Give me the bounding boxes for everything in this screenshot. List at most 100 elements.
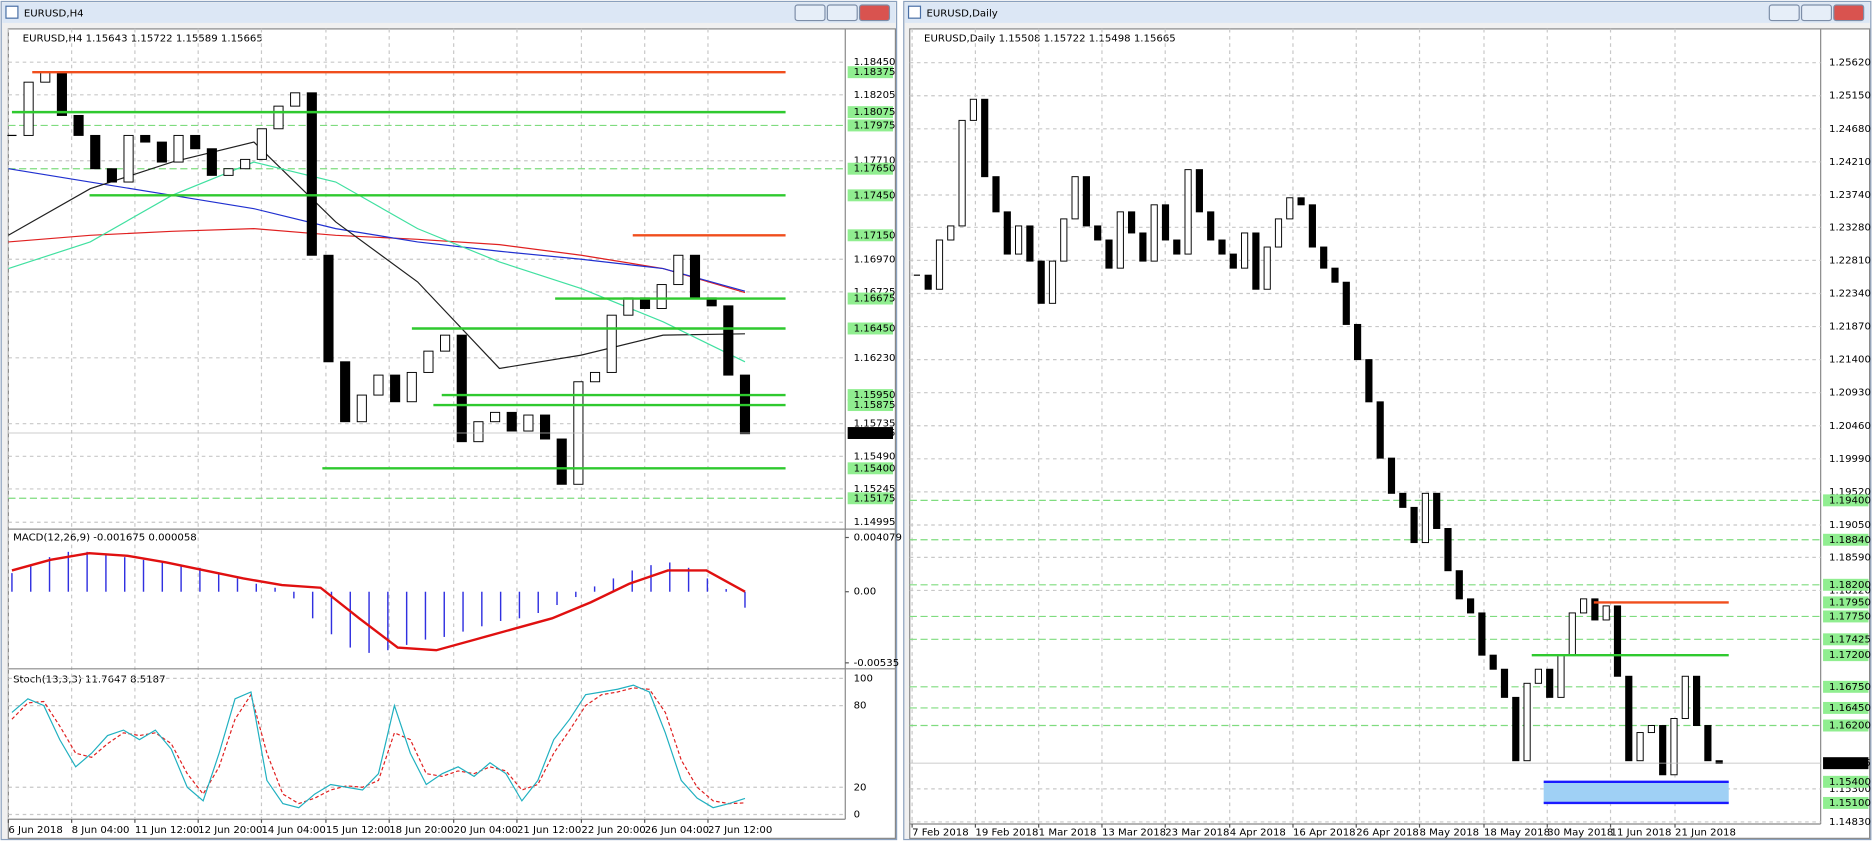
price-tick-label: 1.24680 bbox=[1829, 124, 1871, 135]
date-label: 19 Feb 2018 bbox=[975, 827, 1038, 838]
price-tick-label: 1.14995 bbox=[854, 517, 896, 528]
date-label: 21 Jun 2018 bbox=[1675, 827, 1736, 838]
candle bbox=[1116, 211, 1124, 269]
price-mark-label: 1.16750 bbox=[1829, 682, 1871, 693]
chart-area bbox=[7, 28, 897, 839]
candle bbox=[589, 371, 601, 383]
level-tag bbox=[847, 106, 894, 119]
candle bbox=[190, 134, 201, 150]
price-tick-label: 1.20930 bbox=[1829, 388, 1871, 399]
candle bbox=[1128, 211, 1136, 234]
price-tick-label: 1.18590 bbox=[1829, 552, 1871, 563]
candle bbox=[1478, 612, 1486, 656]
level-tag bbox=[847, 389, 894, 402]
maximize-button[interactable] bbox=[1800, 4, 1833, 22]
chart-area bbox=[909, 28, 1871, 839]
candle bbox=[924, 274, 932, 290]
candle bbox=[56, 71, 67, 116]
price-mark-label: 1.16200 bbox=[1829, 721, 1871, 732]
current-price-label: 1.15665 bbox=[854, 428, 896, 439]
price-mark-tag bbox=[1823, 633, 1869, 646]
candle bbox=[90, 134, 101, 170]
candle bbox=[506, 411, 517, 432]
close-button[interactable] bbox=[1833, 4, 1865, 22]
candle bbox=[423, 350, 434, 373]
macd-tick-label: 0.00 bbox=[854, 587, 877, 598]
price-tick-label: 1.23280 bbox=[1829, 222, 1871, 233]
date-label: 4 Apr 2018 bbox=[1230, 827, 1286, 838]
candle bbox=[1241, 232, 1249, 269]
level-label: 1.17450 bbox=[854, 190, 896, 201]
candle bbox=[1161, 204, 1170, 241]
candle bbox=[490, 411, 501, 423]
title-bar bbox=[904, 2, 1870, 23]
level-tag bbox=[1823, 775, 1869, 788]
date-label: 21 Jun 12:00 bbox=[517, 825, 581, 836]
candle bbox=[1376, 401, 1384, 459]
close-button[interactable] bbox=[858, 4, 891, 22]
candle bbox=[440, 334, 451, 352]
candle bbox=[1218, 239, 1226, 255]
title-bar bbox=[2, 2, 896, 23]
price-tick-label: 1.25150 bbox=[1829, 91, 1871, 102]
date-label: 30 May 2018 bbox=[1547, 827, 1613, 838]
candle bbox=[1105, 239, 1113, 269]
date-label: 15 Jun 12:00 bbox=[326, 825, 390, 836]
candle bbox=[958, 119, 966, 227]
candle bbox=[1568, 612, 1576, 656]
candle bbox=[1342, 281, 1350, 325]
candle bbox=[1082, 176, 1090, 227]
level-tag bbox=[847, 462, 894, 475]
candle bbox=[935, 239, 944, 290]
candle bbox=[323, 254, 334, 363]
level-tag bbox=[847, 229, 894, 242]
maximize-button[interactable] bbox=[826, 4, 858, 22]
price-tick-label: 1.19520 bbox=[1829, 487, 1871, 498]
price-tick-label: 1.15245 bbox=[854, 484, 896, 495]
date-label: 8 May 2018 bbox=[1420, 827, 1480, 838]
price-mark-tag bbox=[847, 119, 894, 132]
candle bbox=[240, 158, 251, 170]
date-label: 13 Mar 2018 bbox=[1102, 827, 1166, 838]
candle bbox=[1534, 668, 1542, 684]
candle bbox=[1003, 211, 1011, 255]
macd-tick-label: -0.00535 bbox=[854, 658, 900, 669]
candle bbox=[1399, 492, 1407, 508]
price-tick-label: 1.17710 bbox=[854, 156, 896, 167]
stoch-tick-label: 80 bbox=[854, 701, 867, 712]
candle bbox=[1387, 457, 1396, 494]
window-title: EURUSD,Daily bbox=[926, 8, 997, 19]
price-mark-tag bbox=[1823, 610, 1869, 623]
level-label: 1.15400 bbox=[854, 463, 896, 474]
candle bbox=[947, 225, 955, 241]
level-tag bbox=[847, 189, 894, 202]
stoch-k bbox=[11, 684, 746, 809]
price-tick-label: 1.22810 bbox=[1829, 255, 1871, 266]
candle bbox=[1625, 675, 1633, 762]
minimize-button[interactable] bbox=[1768, 4, 1800, 22]
candle bbox=[523, 414, 534, 432]
level-label: 1.17150 bbox=[854, 230, 896, 241]
candle bbox=[373, 374, 384, 396]
candle bbox=[1692, 675, 1701, 726]
price-tick-label: 1.16725 bbox=[854, 287, 896, 298]
candle bbox=[1184, 169, 1192, 255]
candle bbox=[356, 394, 367, 423]
candle bbox=[1647, 725, 1655, 734]
level-label: 1.16675 bbox=[854, 294, 896, 305]
stoch-tick-label: 0 bbox=[854, 809, 860, 820]
candle bbox=[1489, 654, 1497, 670]
candle bbox=[1207, 211, 1215, 241]
candle bbox=[981, 98, 989, 178]
candle bbox=[1139, 232, 1147, 262]
date-label: 11 Jun 12:00 bbox=[135, 825, 199, 836]
candle bbox=[156, 141, 167, 163]
level-label: 1.17950 bbox=[1829, 597, 1871, 608]
candle bbox=[1602, 605, 1610, 621]
candle bbox=[606, 314, 617, 373]
macd-tick-label: 0.004079 bbox=[854, 533, 902, 544]
minimize-button[interactable] bbox=[794, 4, 826, 22]
stoch-header: Stoch(13,3,3) 11.7647 8.5187 bbox=[13, 675, 165, 686]
candle bbox=[1455, 570, 1463, 600]
